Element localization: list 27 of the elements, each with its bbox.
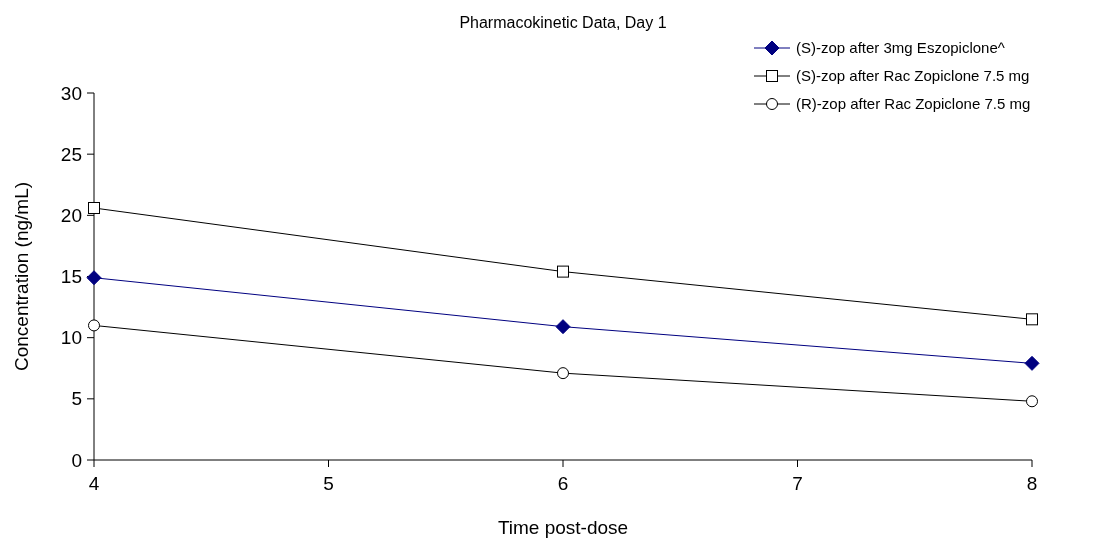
y-tick-label: 30	[60, 82, 82, 104]
x-tick-label: 4	[88, 473, 100, 494]
x-tick-label: 5	[323, 473, 334, 494]
y-tick-label: 10	[60, 327, 82, 349]
legend-label: (S)-zop after 3mg Eszopiclone^	[796, 39, 1005, 57]
x-tick-label: 6	[557, 473, 569, 494]
x-tick-label: 7	[792, 473, 803, 494]
y-axis-title: Concentration (ng/mL)	[11, 181, 32, 372]
point	[557, 265, 569, 278]
x-tick-label: 8	[1026, 473, 1038, 494]
point	[86, 270, 102, 286]
chart-title: Pharmacokinetic Data, Day 1	[459, 14, 667, 31]
y-tick-label: 5	[71, 388, 82, 410]
legend-label: (R)-zop after Rac Zopiclone 7.5 mg	[796, 95, 1031, 113]
point	[557, 367, 569, 380]
y-tick-label: 15	[60, 266, 82, 288]
y-tick-label: 20	[60, 204, 82, 226]
y-tick-label: 0	[71, 449, 82, 471]
point	[1026, 313, 1038, 326]
x-axis-title: Time post-dose	[497, 517, 629, 538]
point	[1024, 355, 1040, 371]
legend-label: (S)-zop after Rac Zopiclone 7.5 mg	[796, 67, 1030, 85]
point	[88, 201, 100, 214]
point	[1026, 395, 1038, 408]
y-tick-label: 25	[60, 143, 82, 165]
point	[88, 319, 100, 332]
point	[555, 319, 571, 335]
